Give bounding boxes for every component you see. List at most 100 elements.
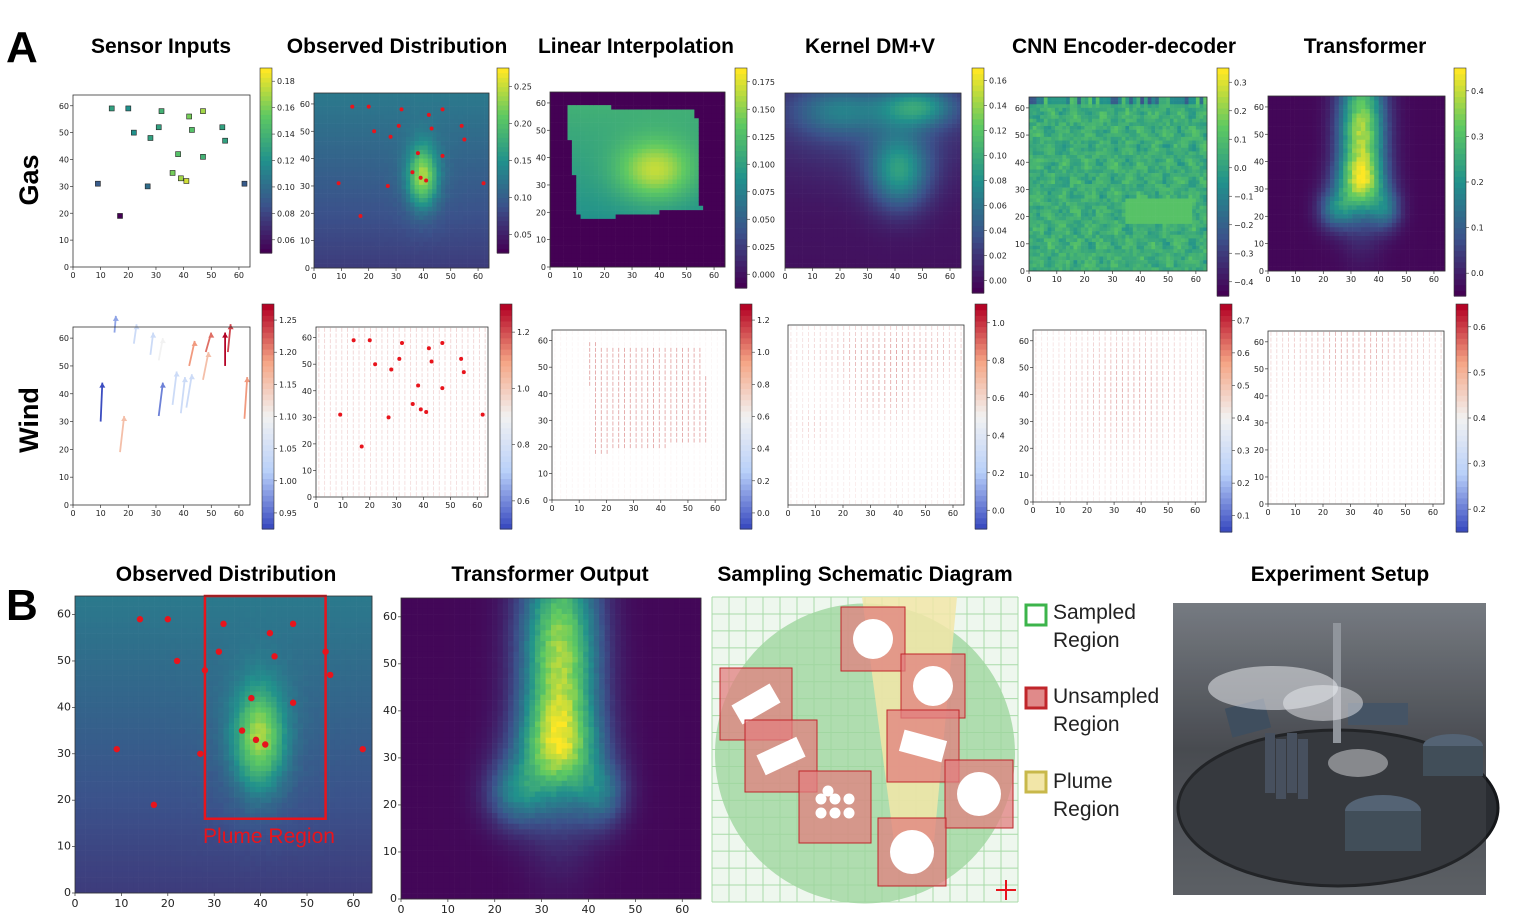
heat-cell [930, 180, 935, 186]
heat-cell [637, 113, 643, 119]
heat-cell [349, 163, 354, 168]
heat-cell [550, 262, 555, 268]
heat-cell [650, 210, 656, 215]
colorbar-segment [497, 132, 509, 138]
heat-cell [353, 145, 359, 151]
heat-cell [833, 119, 839, 124]
heat-cell [571, 179, 577, 185]
heat-cell [602, 240, 608, 246]
heat-cell [877, 237, 883, 243]
heat-cell [908, 123, 913, 129]
heat-cell [690, 144, 695, 150]
heat-cell [423, 219, 429, 225]
heat-cell [593, 109, 599, 115]
colorbar-segment [735, 260, 747, 267]
heat-cell [668, 109, 673, 115]
heat-cell [624, 227, 630, 233]
heat-cell [824, 211, 830, 216]
heat-cell [921, 154, 927, 159]
heat-cell [895, 167, 900, 173]
heat-cell [785, 163, 790, 168]
heat-cell [593, 100, 599, 106]
heat-cell [720, 210, 726, 215]
heat-cell [668, 249, 673, 255]
heat-cell [344, 158, 350, 164]
heat-cell [440, 263, 446, 269]
heat-cell [707, 192, 713, 198]
heat-cell [335, 241, 341, 247]
heat-cell [423, 237, 429, 243]
heat-cell [484, 246, 490, 251]
heat-cell [663, 197, 669, 202]
heat-cell [458, 219, 464, 225]
heat-cell [401, 215, 407, 221]
heat-cell [903, 97, 909, 103]
heat-cell [340, 119, 345, 124]
heat-cell [471, 246, 477, 251]
heat-cell [615, 148, 621, 154]
heat-cell [480, 176, 485, 181]
heat-cell [475, 163, 481, 168]
heat-cell [602, 100, 608, 106]
heat-cell [833, 198, 839, 203]
heat-cell [633, 105, 638, 110]
heat-cell [388, 154, 394, 159]
heat-cell [711, 253, 717, 259]
heat-cell [628, 232, 634, 237]
heat-cell [602, 122, 608, 128]
heat-cell [943, 149, 949, 155]
heat-cell [432, 254, 437, 260]
heat-cell [668, 223, 673, 228]
heat-cell [427, 254, 433, 260]
heat-cell [912, 250, 918, 256]
heat-cell [419, 180, 424, 186]
heat-cell [419, 93, 424, 98]
colorbar-segment [260, 243, 272, 249]
heat-cell [397, 180, 402, 186]
heat-cell [344, 246, 350, 251]
heat-cell [917, 149, 922, 155]
heat-cell [576, 135, 581, 141]
heat-cell [934, 176, 940, 181]
colorbar-segment [735, 117, 747, 124]
heat-cell [886, 101, 891, 107]
heat-cell [829, 101, 834, 107]
heat-cell [703, 227, 708, 233]
heat-cell [436, 158, 442, 164]
heat-cell [890, 241, 896, 247]
heat-cell [899, 123, 905, 129]
heat-cell [484, 250, 490, 256]
heat-cell [563, 96, 568, 102]
heat-cell [685, 140, 691, 145]
heat-cell [851, 101, 856, 107]
heat-cell [912, 114, 918, 120]
heat-cell [672, 105, 678, 110]
heat-cell [322, 215, 328, 221]
heat-cell [681, 162, 686, 167]
colorbar-segment [497, 105, 509, 111]
heat-cell [563, 183, 568, 189]
heat-cell [668, 170, 673, 176]
heat-cell [903, 110, 909, 116]
heat-cell [462, 114, 468, 120]
heat-cell [811, 180, 817, 186]
heat-cell [798, 202, 803, 208]
heat-cell [698, 122, 704, 128]
heat-cell [668, 227, 673, 233]
heat-cell [432, 97, 437, 103]
heat-cell [864, 163, 869, 168]
heat-cell [789, 93, 795, 98]
heat-cell [314, 132, 319, 138]
heat-cell [423, 202, 429, 208]
heat-cell [646, 236, 651, 242]
heat-cell [449, 114, 455, 120]
heat-cell [851, 141, 856, 146]
heat-cell [458, 228, 464, 234]
heat-cell [362, 158, 367, 164]
heat-cell [401, 110, 407, 116]
heat-cell [846, 259, 852, 264]
heat-cell [454, 259, 459, 264]
heat-cell [414, 180, 420, 186]
heat-cell [655, 135, 660, 141]
heat-cell [449, 254, 455, 260]
